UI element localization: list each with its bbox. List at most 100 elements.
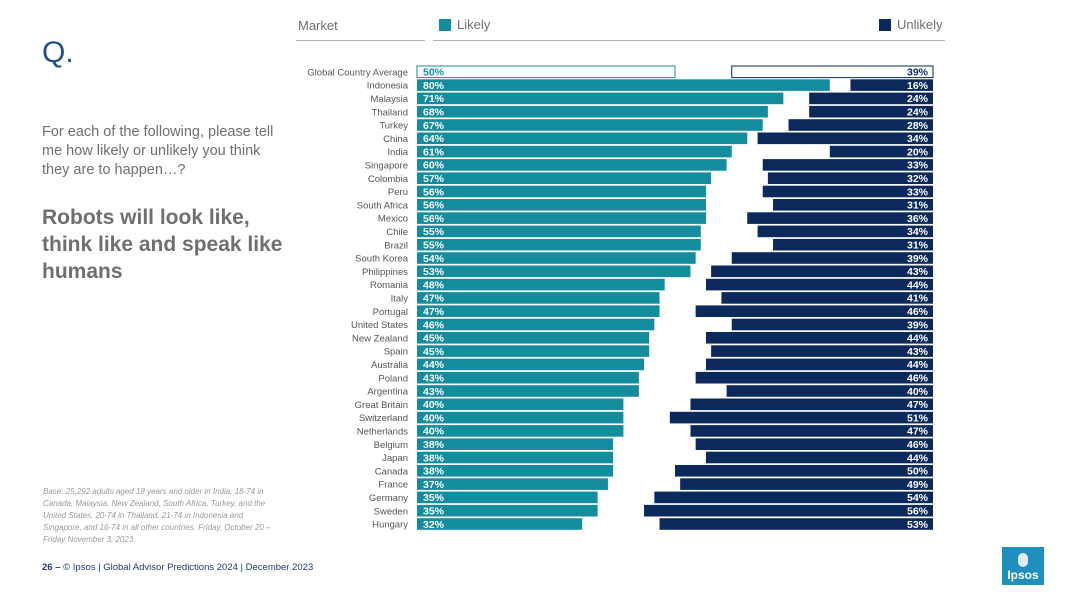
category-label: Argentina: [367, 387, 408, 398]
bar-unlikely-value-label: 44%: [907, 452, 929, 464]
category-label: New Zealand: [352, 333, 408, 344]
bar-unlikely: [690, 398, 933, 411]
legend-likely-swatch: [439, 18, 451, 31]
category-label: Poland: [378, 373, 408, 384]
bar-likely-value-label: 38%: [423, 466, 445, 478]
bar-unlikely-value-label: 46%: [907, 306, 929, 318]
bar-likely: [417, 438, 614, 450]
bar-unlikely-value-label: 34%: [907, 226, 929, 238]
bar-unlikely-value-label: 53%: [907, 519, 929, 531]
category-label: Hungary: [372, 520, 408, 531]
bar-unlikely-value-label: 24%: [907, 107, 929, 119]
bar-unlikely: [773, 199, 933, 211]
bar-unlikely-value-label: 43%: [907, 346, 929, 358]
category-label: South Africa: [357, 200, 409, 211]
legend-unlikely-label: Unlikely: [897, 17, 943, 32]
bar-likely: [417, 425, 624, 437]
category-label: South Korea: [355, 254, 409, 265]
statement-text: Robots will look like, think like and sp…: [42, 206, 283, 283]
bar-unlikely: [705, 332, 933, 344]
bar-likely: [417, 159, 727, 171]
bar-likely: [417, 358, 645, 371]
bar-unlikely-value-label: 34%: [907, 133, 929, 145]
bar-unlikely-average: [731, 65, 934, 79]
bar-unlikely: [705, 358, 933, 371]
category-label: Netherlands: [357, 427, 408, 438]
bar-unlikely-value-label: 44%: [907, 279, 929, 291]
bar-unlikely: [680, 478, 933, 490]
bar-likely: [417, 318, 655, 331]
category-label: Belgium: [374, 440, 408, 451]
category-label: Spain: [384, 347, 408, 358]
bar-unlikely: [757, 132, 933, 145]
bar-unlikely-value-label: 54%: [907, 492, 929, 504]
bar-likely: [417, 105, 768, 118]
bar-unlikely-value-label: 47%: [907, 426, 929, 438]
bar-likely: [417, 465, 614, 477]
category-label: Turkey: [379, 121, 408, 132]
bar-likely: [417, 238, 701, 251]
bar-likely-value-label: 56%: [423, 213, 445, 225]
bar-unlikely: [829, 145, 933, 158]
bar-unlikely-value-label: 33%: [907, 186, 929, 198]
bar-likely: [417, 225, 701, 238]
legend-header-rule: [433, 40, 945, 41]
bar-unlikely: [695, 438, 933, 450]
bar-likely-value-label: 40%: [423, 412, 445, 424]
bar-unlikely: [695, 305, 933, 317]
bar-likely-value-label: 71%: [423, 93, 445, 105]
bar-unlikely: [809, 92, 933, 105]
bar-likely-value-label: 35%: [423, 492, 445, 504]
bar-unlikely: [788, 119, 933, 131]
bar-likely-value-label: 44%: [423, 359, 445, 371]
bar-likely: [417, 119, 763, 131]
bar-likely-value-label: 37%: [423, 479, 445, 491]
bar-unlikely-value-label: 39%: [907, 253, 929, 265]
bar-unlikely-value-label: 20%: [907, 146, 929, 158]
bar-likely-value-label: 68%: [423, 107, 445, 119]
bar-unlikely: [669, 411, 933, 424]
category-label: Thailand: [372, 107, 408, 118]
category-label: Chile: [386, 227, 408, 238]
bar-likely: [417, 92, 784, 105]
bar-unlikely-value-label: 28%: [907, 120, 929, 132]
bar-unlikely-value-label: 44%: [907, 359, 929, 371]
legend-likely-label: Likely: [457, 17, 491, 32]
bar-likely-value-label: 54%: [423, 253, 445, 265]
bar-likely: [417, 305, 660, 317]
bar-unlikely: [644, 504, 933, 517]
bar-unlikely: [809, 105, 933, 118]
bar-likely-value-label: 64%: [423, 133, 445, 145]
bar-likely: [417, 491, 598, 504]
category-label: Portugal: [373, 307, 408, 318]
bar-likely: [417, 212, 706, 224]
bar-likely: [417, 172, 712, 184]
question-text: For each of the following, please tell m…: [42, 124, 274, 178]
bar-likely-value-label: 46%: [423, 319, 445, 331]
bar-likely-value-label: 55%: [423, 226, 445, 238]
category-label: Singapore: [365, 161, 408, 172]
ipsos-logo-mark: [1018, 553, 1028, 567]
bar-likely-value-label: 40%: [423, 399, 445, 411]
category-label: France: [378, 480, 408, 491]
bar-likely-value-label: 43%: [423, 373, 445, 385]
bar-unlikely: [731, 318, 933, 331]
bar-unlikely-value-label: 36%: [907, 213, 929, 225]
bar-likely-value-label: 55%: [423, 240, 445, 252]
bar-unlikely-value-label: 41%: [907, 293, 929, 305]
bar-likely: [417, 518, 583, 530]
bar-unlikely: [711, 345, 933, 357]
base-note: Base: 25,292 adults aged 18 years and ol…: [43, 487, 271, 544]
bar-likely: [417, 252, 696, 264]
category-label: Italy: [391, 294, 409, 305]
bar-likely-value-label: 38%: [423, 439, 445, 451]
bar-likely-value-label: 50%: [423, 67, 445, 79]
bar-unlikely-value-label: 50%: [907, 466, 929, 478]
ipsos-logo-text: Ipsos: [1007, 568, 1039, 582]
category-label: Sweden: [374, 506, 408, 517]
bar-likely-value-label: 40%: [423, 426, 445, 438]
category-label: Australia: [371, 360, 409, 371]
category-label: Indonesia: [367, 81, 409, 92]
bar-likely-value-label: 67%: [423, 120, 445, 132]
